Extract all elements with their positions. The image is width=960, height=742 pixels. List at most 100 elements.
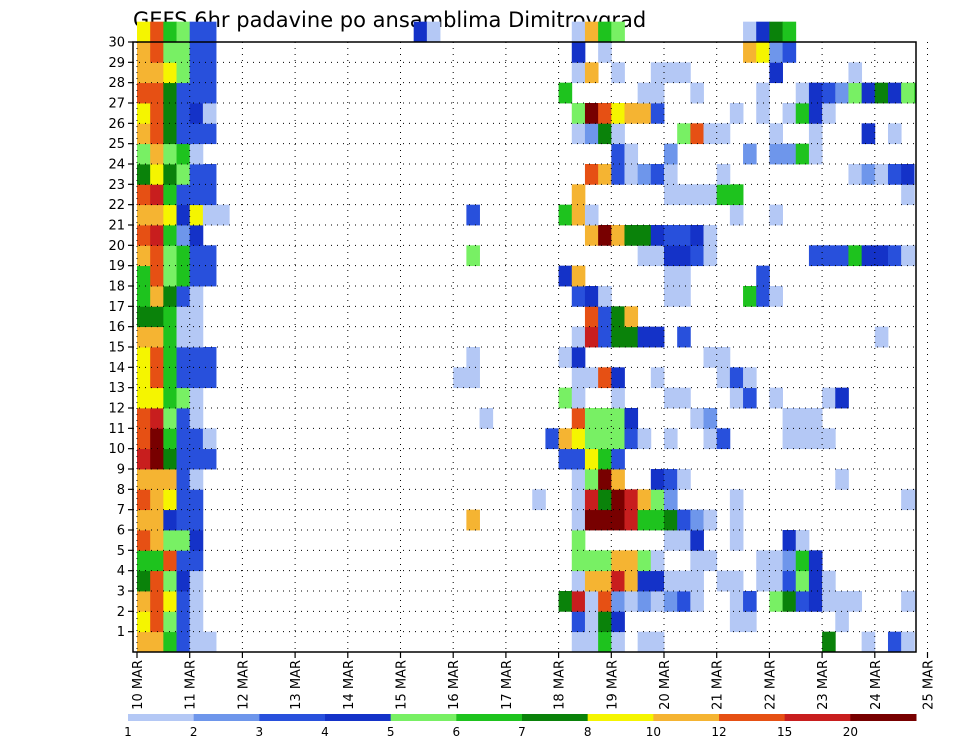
heatmap-cell [677, 326, 691, 348]
heatmap-cell [137, 306, 151, 328]
heatmap-cell [664, 225, 678, 246]
heatmap-cell [690, 509, 704, 531]
heatmap-cell [861, 82, 876, 104]
heatmap-cell [558, 448, 573, 470]
heatmap-cell [571, 570, 586, 592]
heatmap-cell [637, 82, 652, 104]
heatmap-cell [176, 42, 191, 63]
heatmap-cell [769, 550, 783, 572]
heatmap-cell [189, 367, 204, 389]
heatmap-cell [598, 408, 612, 429]
heatmap-cell [808, 245, 823, 267]
heatmap-cell [690, 225, 704, 246]
heatmap-cell [571, 591, 586, 612]
heatmap-cell [176, 21, 191, 43]
y-tick-label: 28 [108, 76, 125, 91]
heatmap-cell [163, 225, 177, 246]
heatmap-cell [782, 42, 797, 63]
heatmap-cell [690, 591, 704, 612]
heatmap-cell [650, 103, 665, 124]
heatmap-cell [611, 469, 625, 490]
heatmap-cell [782, 103, 797, 124]
heatmap-cell [677, 184, 691, 206]
heatmap-cell [150, 570, 164, 592]
heatmap-cell [611, 408, 625, 429]
colorbar-swatch [719, 714, 786, 721]
heatmap-cell [598, 509, 612, 531]
heatmap-cell [202, 103, 217, 124]
heatmap-cell [703, 550, 718, 572]
heatmap-cell [137, 591, 151, 612]
heatmap-cell [558, 428, 573, 450]
colorbar-label: 3 [256, 725, 264, 739]
heatmap-cell [822, 245, 836, 267]
chart-title: GEFS 6hr padavine po ansamblima Dimitrov… [133, 8, 646, 32]
heatmap-cell [584, 225, 599, 246]
y-tick-label: 2 [117, 605, 125, 620]
heatmap-cell [901, 489, 915, 511]
heatmap-cell [637, 550, 652, 572]
x-tick-label: 24 MAR [869, 660, 884, 710]
heatmap-cell [677, 225, 691, 246]
heatmap-cell [743, 143, 757, 165]
heatmap-cell [664, 530, 678, 551]
heatmap-cell [795, 82, 810, 104]
heatmap-cell [466, 509, 480, 531]
heatmap-cell [914, 164, 916, 185]
heatmap-cell [189, 631, 204, 653]
heatmap-cell [624, 306, 639, 328]
heatmap-cell [598, 611, 612, 633]
heatmap-cell [137, 367, 151, 389]
heatmap-cell [650, 62, 665, 84]
y-tick-label: 7 [117, 503, 125, 518]
heatmap-cell [611, 123, 625, 145]
heatmap-cell [137, 143, 151, 165]
heatmap-cell [729, 570, 744, 592]
heatmap-cell [202, 265, 217, 287]
heatmap-cell [795, 408, 810, 429]
heatmap-cell [163, 204, 177, 226]
heatmap-cell [664, 509, 678, 531]
heatmap-cell [598, 570, 612, 592]
heatmap-cell [571, 387, 586, 409]
heatmap-cell [650, 82, 665, 104]
heatmap-cell [848, 245, 863, 267]
heatmap-cell [150, 143, 164, 165]
heatmap-cell [584, 611, 599, 633]
heatmap-cell [413, 21, 428, 43]
heatmap-cell [163, 245, 177, 267]
colorbar-swatch [456, 714, 523, 721]
colorbar-label: 7 [518, 725, 526, 739]
heatmap-cell [137, 509, 151, 531]
heatmap-cells [137, 21, 916, 653]
heatmap-cell [150, 204, 164, 226]
y-tick-label: 23 [108, 178, 125, 193]
heatmap-cell [584, 21, 599, 43]
heatmap-cell [822, 591, 836, 612]
x-tick-label: 18 MAR [553, 660, 568, 710]
heatmap-cell [769, 570, 783, 592]
heatmap-cell [150, 82, 164, 104]
heatmap-cell [887, 82, 902, 104]
heatmap-cell [677, 123, 691, 145]
heatmap-cell [637, 326, 652, 348]
heatmap-cell [664, 184, 678, 206]
heatmap-cell [189, 550, 204, 572]
heatmap-cell [624, 509, 639, 531]
colorbar-label: 8 [584, 725, 592, 739]
heatmap-cell [664, 489, 678, 511]
heatmap-cell [861, 631, 876, 653]
heatmap-cell [584, 428, 599, 450]
heatmap-cell [189, 347, 204, 368]
heatmap-cell [901, 631, 915, 653]
heatmap-cell [150, 530, 164, 551]
heatmap-cell [176, 184, 191, 206]
heatmap-cell [598, 367, 612, 389]
heatmap-cell [677, 469, 691, 490]
heatmap-cell [664, 591, 678, 612]
heatmap-cell [163, 631, 177, 653]
heatmap-cell [150, 367, 164, 389]
heatmap-cell [202, 367, 217, 389]
heatmap-cell [887, 164, 902, 185]
heatmap-cell [664, 428, 678, 450]
